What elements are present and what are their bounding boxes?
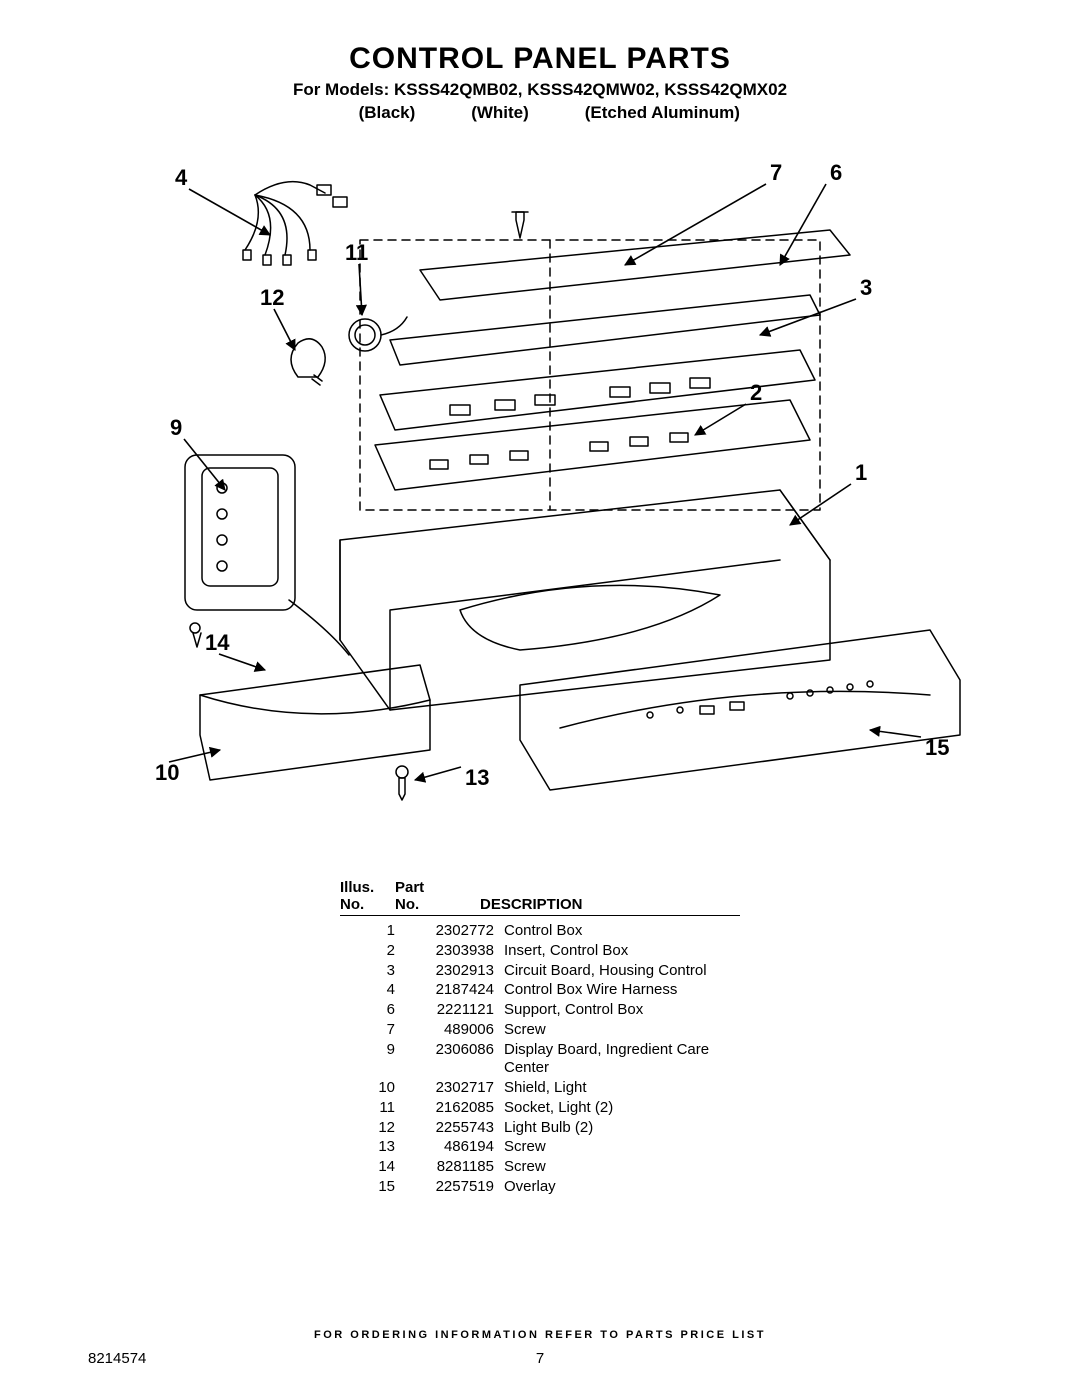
cell-illus: 12	[340, 1119, 409, 1138]
table-row: 112162085Socket, Light (2)	[340, 1099, 740, 1118]
callout-9: 9	[170, 415, 182, 440]
cell-desc: Display Board, Ingredient Care Center	[504, 1041, 740, 1079]
page-title: CONTROL PANEL PARTS	[0, 42, 1080, 76]
cell-illus: 10	[340, 1079, 409, 1098]
cell-illus: 11	[340, 1099, 409, 1118]
cell-desc: Support, Control Box	[504, 1001, 740, 1020]
table-row: 102302717Shield, Light	[340, 1079, 740, 1098]
callout-4: 4	[175, 165, 188, 190]
cell-illus: 2	[340, 942, 409, 961]
page-number: 7	[0, 1350, 1080, 1367]
cell-part: 2162085	[409, 1099, 504, 1118]
table-row: 148281185Screw	[340, 1158, 740, 1177]
cell-desc: Screw	[504, 1021, 740, 1040]
table-row: 22303938Insert, Control Box	[340, 942, 740, 961]
col-header-desc: DESCRIPTION	[480, 880, 740, 913]
cell-desc: Screw	[504, 1138, 740, 1157]
col-header-desc-b: DESCRIPTION	[480, 897, 740, 914]
cell-illus: 7	[340, 1021, 409, 1040]
table-row: 42187424Control Box Wire Harness	[340, 981, 740, 1000]
col-header-part-b: No.	[395, 897, 480, 914]
finish-white: (White)	[420, 103, 580, 123]
cell-part: 2302913	[409, 962, 504, 981]
callout-1: 1	[855, 460, 867, 485]
col-header-part-a: Part	[395, 880, 480, 897]
cell-desc: Control Box Wire Harness	[504, 981, 740, 1000]
cell-part: 2257519	[409, 1178, 504, 1197]
cell-part: 2302772	[409, 922, 504, 941]
cell-part: 2302717	[409, 1079, 504, 1098]
cell-desc: Light Bulb (2)	[504, 1119, 740, 1138]
table-row: 12302772Control Box	[340, 922, 740, 941]
cell-desc: Overlay	[504, 1178, 740, 1197]
cell-desc: Screw	[504, 1158, 740, 1177]
cell-part: 489006	[409, 1021, 504, 1040]
cell-illus: 1	[340, 922, 409, 941]
cell-part: 2303938	[409, 942, 504, 961]
cell-desc: Shield, Light	[504, 1079, 740, 1098]
table-row: 122255743Light Bulb (2)	[340, 1119, 740, 1138]
cell-desc: Circuit Board, Housing Control	[504, 962, 740, 981]
parts-table: Illus. No. Part No. DESCRIPTION 12302772…	[340, 880, 740, 1198]
finish-black: (Black)	[295, 103, 415, 123]
callout-6: 6	[830, 160, 842, 185]
parts-rows: 12302772Control Box22303938Insert, Contr…	[340, 922, 740, 1197]
table-row: 92306086Display Board, Ingredient Care C…	[340, 1041, 740, 1079]
cell-illus: 14	[340, 1158, 409, 1177]
exploded-diagram: 4 11 12 7 6 3 2 1 9 14 10 13 15	[90, 140, 990, 860]
callout-11: 11	[345, 240, 368, 265]
cell-part: 2187424	[409, 981, 504, 1000]
page: CONTROL PANEL PARTS For Models: KSSS42QM…	[0, 0, 1080, 1397]
cell-part: 486194	[409, 1138, 504, 1157]
callout-7: 7	[770, 160, 782, 185]
table-row: 152257519Overlay	[340, 1178, 740, 1197]
order-note: FOR ORDERING INFORMATION REFER TO PARTS …	[0, 1329, 1080, 1341]
callout-15: 15	[925, 735, 949, 760]
cell-part: 2306086	[409, 1041, 504, 1060]
parts-table-header: Illus. No. Part No. DESCRIPTION	[340, 880, 740, 916]
callout-12: 12	[260, 285, 284, 310]
callout-10: 10	[155, 760, 179, 785]
table-row: 7489006Screw	[340, 1021, 740, 1040]
cell-part: 2221121	[409, 1001, 504, 1020]
callout-13: 13	[465, 765, 489, 790]
cell-illus: 13	[340, 1138, 409, 1157]
cell-illus: 9	[340, 1041, 409, 1060]
col-header-illus: Illus. No.	[340, 880, 395, 913]
cell-desc: Control Box	[504, 922, 740, 941]
callout-14: 14	[205, 630, 230, 655]
cell-desc: Socket, Light (2)	[504, 1099, 740, 1118]
models-line: For Models: KSSS42QMB02, KSSS42QMW02, KS…	[0, 80, 1080, 100]
table-row: 32302913Circuit Board, Housing Control	[340, 962, 740, 981]
cell-desc: Insert, Control Box	[504, 942, 740, 961]
finishes-line: (Black) (White) (Etched Aluminum)	[0, 103, 1080, 123]
col-header-illus-a: Illus.	[340, 880, 395, 897]
cell-illus: 4	[340, 981, 409, 1000]
cell-part: 8281185	[409, 1158, 504, 1177]
table-row: 13486194Screw	[340, 1138, 740, 1157]
cell-illus: 6	[340, 1001, 409, 1020]
col-header-part: Part No.	[395, 880, 480, 913]
cell-illus: 15	[340, 1178, 409, 1197]
finish-etched: (Etched Aluminum)	[585, 103, 785, 123]
callout-2: 2	[750, 380, 762, 405]
cell-part: 2255743	[409, 1119, 504, 1138]
table-row: 62221121Support, Control Box	[340, 1001, 740, 1020]
col-header-illus-b: No.	[340, 897, 395, 914]
cell-illus: 3	[340, 962, 409, 981]
callout-3: 3	[860, 275, 872, 300]
